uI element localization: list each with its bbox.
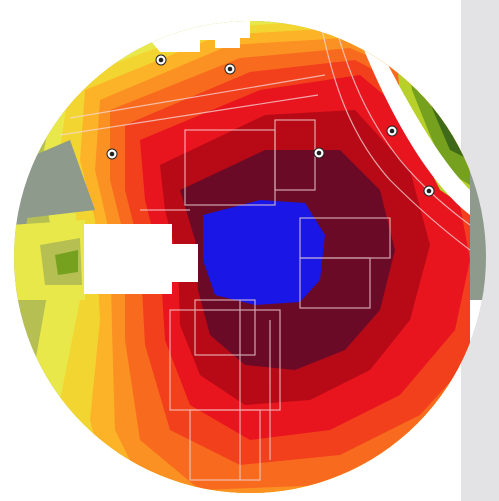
- contour-bands: [14, 21, 470, 493]
- band-core: [203, 200, 325, 305]
- building-right-edge: [470, 300, 486, 360]
- building-top: [150, 21, 250, 52]
- left-pocket-green: [55, 250, 78, 275]
- building-left: [84, 224, 172, 294]
- marker-5: [386, 125, 398, 137]
- footprint-lines: [59, 21, 471, 481]
- marker-4: [313, 147, 325, 159]
- markers: [106, 54, 435, 197]
- marker-1: [155, 54, 167, 66]
- building-left-annex: [170, 244, 198, 282]
- marker-3: [106, 148, 118, 160]
- marker-6: [423, 185, 435, 197]
- marker-2: [224, 63, 236, 75]
